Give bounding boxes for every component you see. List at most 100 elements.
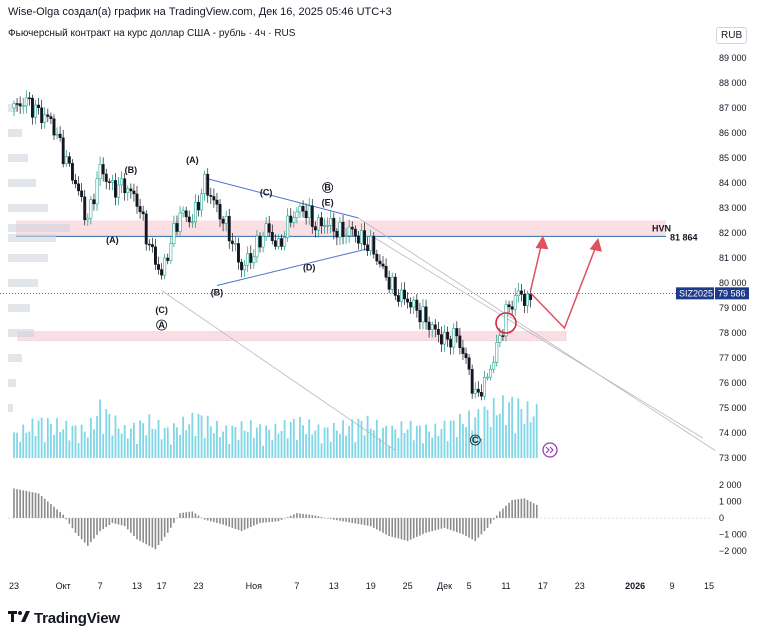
- candle-body: [492, 362, 496, 370]
- volume-profile: [8, 104, 70, 412]
- candle-body: [439, 334, 443, 345]
- volume-bar: [280, 431, 283, 458]
- oscillator-bar: [80, 518, 83, 540]
- oscillator-bar: [222, 518, 224, 525]
- volume-bar: [434, 423, 437, 458]
- candle-body: [203, 173, 207, 195]
- volume-bar: [102, 434, 105, 458]
- wave-label: C: [472, 435, 479, 445]
- oscillator-bar: [474, 518, 477, 541]
- last-price-value: 79 586: [718, 288, 746, 298]
- candle-body: [298, 206, 302, 213]
- oscillator-bar: [505, 505, 507, 518]
- candle-body: [381, 263, 385, 267]
- volume-bar: [452, 420, 455, 458]
- volume-bar: [77, 443, 80, 458]
- time-tick-label: 23: [9, 581, 19, 591]
- volume-bar: [283, 419, 286, 458]
- volume-bar: [182, 416, 185, 458]
- volume-bar: [176, 427, 178, 458]
- volume-bar: [412, 440, 415, 458]
- channel-line-2: [161, 290, 396, 451]
- oscillator-bar: [31, 492, 34, 518]
- tradingview-brand: TradingView: [34, 609, 120, 627]
- volume-bar: [154, 429, 157, 458]
- oscillator-bar: [419, 518, 421, 536]
- oscillator-bar: [249, 518, 252, 528]
- volume-bar: [446, 441, 449, 458]
- volume-bar: [145, 435, 148, 458]
- candle-body: [412, 299, 416, 308]
- oscillator-bar: [117, 518, 120, 525]
- oscillator-bar: [96, 518, 98, 535]
- volume-bar: [179, 434, 181, 458]
- candle-body: [24, 97, 28, 107]
- candle-body: [344, 235, 348, 237]
- oscillator-bar: [517, 499, 520, 518]
- oscillator-bar: [50, 504, 52, 518]
- volume-bar: [428, 431, 431, 458]
- volume-bar: [265, 425, 268, 458]
- volume-bar: [228, 444, 231, 458]
- candle-body: [58, 133, 62, 139]
- candle-body: [286, 215, 290, 238]
- oscillator-bar: [136, 518, 138, 540]
- wave-label: (A): [106, 235, 119, 245]
- channel-line-1: [358, 217, 716, 451]
- volume-bar: [111, 435, 114, 458]
- price-tick-label: 82 000: [719, 228, 747, 238]
- volume-bar: [455, 437, 458, 458]
- volume-bar: [19, 441, 22, 458]
- oscillator-bar: [289, 515, 292, 518]
- oscillator-bar: [296, 513, 298, 518]
- oscillator-bar: [363, 518, 366, 526]
- oscillator-bar: [449, 518, 452, 531]
- tradingview-logo[interactable]: TradingView: [8, 609, 120, 627]
- candle-body: [313, 226, 317, 231]
- volume-bar: [480, 438, 483, 458]
- oscillator-bar: [93, 518, 95, 539]
- candle-body: [212, 196, 216, 201]
- volume-bar: [354, 442, 357, 458]
- volume-bar: [206, 415, 209, 458]
- volume-bar: [123, 425, 126, 458]
- oscillator-bar: [68, 518, 71, 524]
- oscillator-bar: [317, 516, 320, 518]
- oscillator-tick-label: 1 000: [719, 497, 742, 507]
- oscillator-bar: [376, 518, 378, 530]
- oscillator-bar: [71, 518, 74, 529]
- volume-bar: [262, 445, 264, 458]
- profile-bar: [8, 329, 34, 337]
- volume-bar: [372, 430, 375, 458]
- candle-body: [510, 306, 514, 310]
- volume-bar: [194, 436, 197, 458]
- wave-label: (B): [125, 165, 138, 175]
- oscillator-bar: [348, 518, 350, 523]
- candle-body: [21, 105, 25, 108]
- candle-body: [307, 205, 311, 219]
- volume-bar: [406, 429, 409, 458]
- time-tick-label: 17: [157, 581, 167, 591]
- volume-bar: [117, 428, 120, 458]
- candle-body: [369, 235, 373, 251]
- oscillator-bar: [397, 518, 400, 539]
- wave-label: (E): [322, 198, 334, 208]
- volume-bar: [120, 433, 123, 458]
- candle-body: [101, 164, 105, 175]
- candle-body: [246, 253, 250, 266]
- oscillator-bar: [486, 518, 489, 528]
- candle-body: [304, 210, 308, 219]
- currency-selector[interactable]: RUB: [716, 27, 748, 44]
- oscillator-bar: [514, 499, 517, 518]
- candle-body: [160, 269, 164, 276]
- oscillator-bar: [231, 518, 234, 528]
- oscillator-bar: [535, 504, 538, 518]
- volume-bar: [243, 430, 246, 458]
- price-tick-label: 76 000: [719, 378, 747, 388]
- volume-bar: [166, 427, 169, 458]
- candle-body: [400, 289, 403, 302]
- candle-body: [461, 347, 465, 354]
- oscillator-bar: [443, 518, 446, 528]
- candle-body: [150, 244, 154, 248]
